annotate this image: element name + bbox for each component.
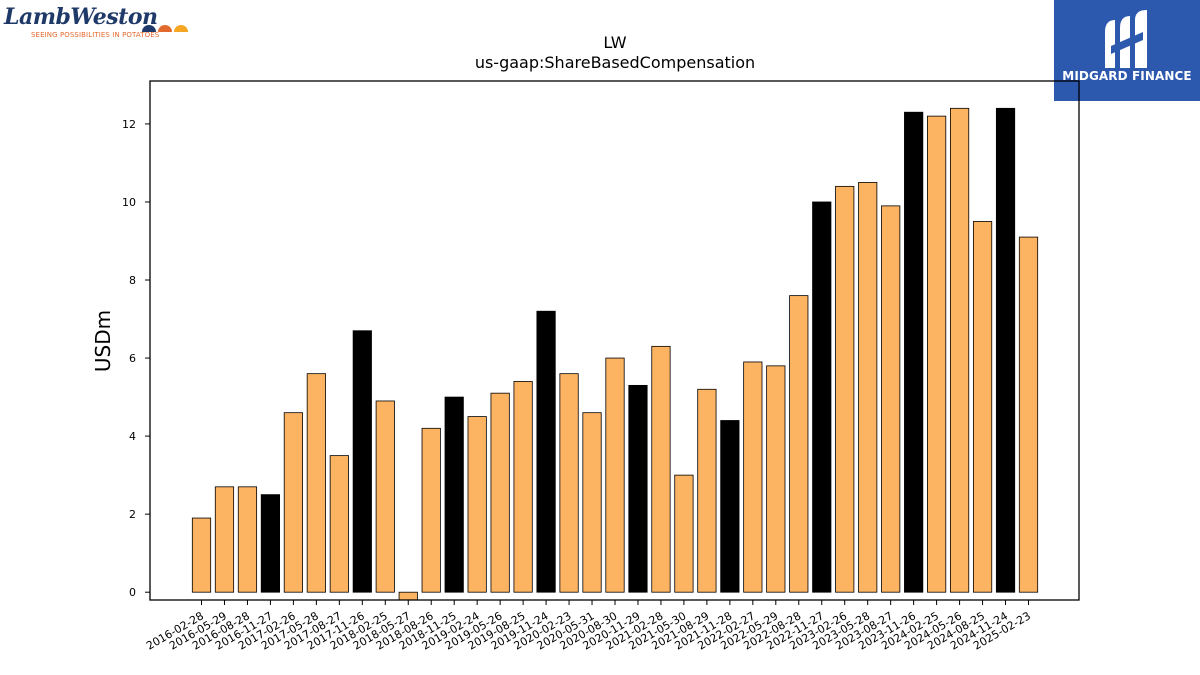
bar-2024-11-24 <box>995 107 1016 593</box>
bar-2017-02-26 <box>283 412 303 593</box>
lamb-weston-dots-icon <box>142 25 188 32</box>
bar-2020-08-30 <box>605 357 625 593</box>
bar-2023-05-28 <box>858 182 878 593</box>
bar-2023-08-27 <box>881 205 901 593</box>
bar-2017-11-26 <box>352 330 372 593</box>
bar-2020-02-23 <box>559 373 579 593</box>
chart-title: LW <box>603 33 626 52</box>
bar-2016-11-27 <box>260 494 281 593</box>
bar-2020-11-29 <box>628 384 648 593</box>
bar-2024-08-25 <box>972 221 993 593</box>
bar-2022-11-27 <box>812 201 832 593</box>
bar-2018-11-25 <box>444 396 464 593</box>
bar-2024-02-25 <box>927 115 947 593</box>
bar-2018-08-26 <box>421 427 441 593</box>
y-tick-label: 8 <box>129 274 136 287</box>
bar-2019-11-24 <box>536 310 556 593</box>
bar-2019-08-25 <box>513 381 533 593</box>
bar-2020-05-31 <box>582 412 602 593</box>
bar-2022-05-29 <box>766 365 786 593</box>
y-tick-label: 10 <box>122 196 136 209</box>
bar-2016-02-28 <box>191 517 212 593</box>
y-tick-label: 2 <box>129 508 136 521</box>
y-tick-label: 12 <box>122 118 136 131</box>
bar-2018-02-25 <box>375 400 395 593</box>
bar-2022-02-27 <box>743 361 763 593</box>
midgard-finance-logo: MIDGARD FINANCE <box>1054 0 1200 101</box>
lamb-weston-wordmark: LambWeston <box>4 4 158 30</box>
midgard-finance-wordmark: MIDGARD FINANCE <box>1062 69 1192 83</box>
bar-2022-08-28 <box>789 295 809 593</box>
bar-2021-11-28 <box>720 420 740 593</box>
bar-2021-05-30 <box>674 474 694 593</box>
bar-2017-08-27 <box>329 455 349 593</box>
bar-2021-02-28 <box>651 345 671 593</box>
bar-2023-02-26 <box>835 185 855 593</box>
y-tick-label: 4 <box>129 430 136 443</box>
midgard-m-icon <box>1105 10 1147 68</box>
bars <box>191 107 1039 601</box>
bar-2025-02-23 <box>1018 236 1039 593</box>
y-axis-label: USDm <box>91 310 115 372</box>
lamb-weston-tagline: SEEING POSSIBILITIES IN POTATOES <box>31 31 160 39</box>
y-tick-label: 0 <box>129 586 136 599</box>
chart-subtitle: us-gaap:ShareBasedCompensation <box>475 53 755 72</box>
bar-2021-08-29 <box>697 388 717 593</box>
plot-frame <box>149 80 1080 601</box>
lamb-weston-logo: LambWeston SEEING POSSIBILITIES IN POTAT… <box>4 4 188 44</box>
bar-2018-05-27 <box>398 591 418 601</box>
y-axis-ticks: 0 2 4 6 8 10 12 <box>122 118 150 599</box>
bar-2019-05-26 <box>490 392 510 593</box>
bar-2019-02-24 <box>467 416 487 593</box>
x-axis-ticks: 2016-02-282016-05-292016-08-282016-11-27… <box>144 600 1033 653</box>
bar-2023-11-26 <box>904 111 924 593</box>
bar-2024-05-26 <box>949 107 970 593</box>
bar-2016-08-28 <box>237 486 258 593</box>
y-tick-label: 6 <box>129 352 136 365</box>
bar-2017-05-28 <box>306 373 326 593</box>
bar-2016-05-29 <box>214 486 235 593</box>
